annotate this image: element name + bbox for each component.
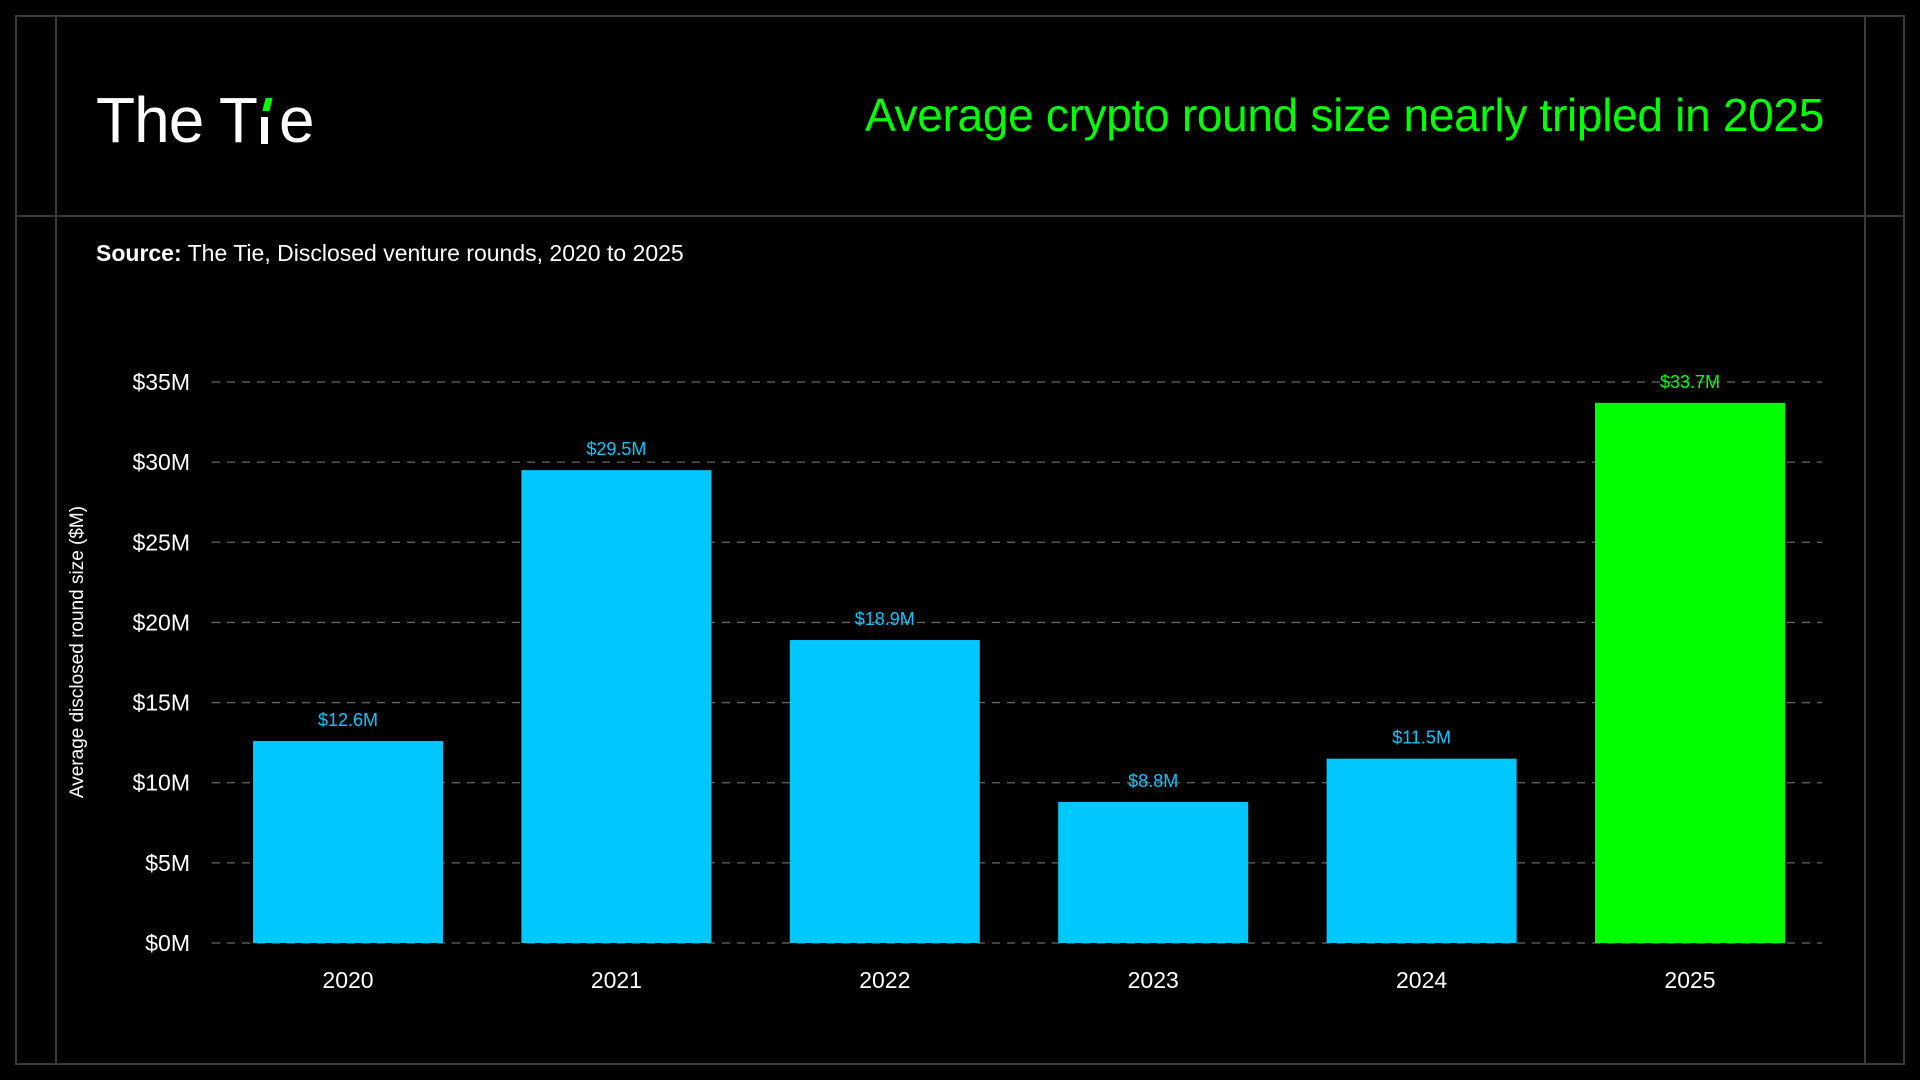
value-label-2021: $29.5M (586, 439, 646, 459)
logo-mark-icon (260, 98, 276, 148)
frame-left-line (15, 15, 17, 1065)
chart-headline: Average crypto round size nearly tripled… (865, 89, 1824, 141)
gridlines (212, 381, 1822, 944)
y-axis-ticks: $0M $5M $10M $15M $20M $25M $30M $35M (132, 369, 190, 956)
y-tick-label: $0M (145, 930, 190, 956)
y-tick-label: $20M (132, 609, 190, 635)
bar-2023 (1058, 801, 1249, 943)
y-axis-label: Average disclosed round size ($M) (67, 506, 88, 798)
x-axis-ticks: 2020 2021 2022 2023 2024 2025 (322, 967, 1715, 993)
bar-2025 (1595, 402, 1785, 943)
bars (253, 402, 1785, 943)
value-labels: $12.6M $29.5M $18.9M $8.8M $11.5M $33.7M (318, 372, 1720, 791)
value-label-2024: $11.5M (1392, 728, 1451, 748)
y-tick-label: $35M (132, 369, 190, 395)
logo-text-start: The T (96, 84, 258, 156)
x-tick-label-2020: 2020 (322, 967, 373, 993)
y-tick-label: $5M (145, 850, 190, 876)
logo-mark-stem (261, 117, 268, 144)
x-tick-label-2023: 2023 (1128, 967, 1179, 993)
source-label: Source: (96, 240, 182, 266)
y-tick-label: $25M (132, 529, 190, 555)
value-label-2020: $12.6M (318, 710, 378, 730)
source-note: Source: The Tie, Disclosed venture round… (96, 240, 684, 267)
frame-inner-left-line (55, 15, 57, 1065)
frame-top-line (15, 15, 1905, 17)
x-tick-label-2024: 2024 (1396, 967, 1447, 993)
x-tick-label-2022: 2022 (859, 967, 910, 993)
bar-2024 (1326, 758, 1517, 943)
value-label-2025: $33.7M (1660, 372, 1720, 392)
x-tick-label-2025: 2025 (1664, 967, 1715, 993)
bar-2020 (253, 741, 443, 943)
bar-2021 (521, 470, 712, 943)
logo-text-end: e (279, 84, 315, 156)
brand-logo: The T e (96, 80, 315, 160)
value-label-2022: $18.9M (855, 609, 915, 629)
bar-2022 (789, 640, 980, 943)
frame-inner-right-line (1864, 15, 1866, 1065)
frame-bottom-line (15, 1063, 1905, 1065)
header-divider (15, 215, 1905, 217)
y-tick-label: $10M (132, 770, 190, 796)
x-tick-label-2021: 2021 (591, 967, 642, 993)
y-tick-label: $30M (132, 449, 190, 475)
source-text: The Tie, Disclosed venture rounds, 2020 … (187, 240, 684, 266)
y-tick-label: $15M (132, 690, 190, 716)
value-label-2023: $8.8M (1128, 771, 1178, 791)
frame-right-line (1903, 15, 1905, 1065)
